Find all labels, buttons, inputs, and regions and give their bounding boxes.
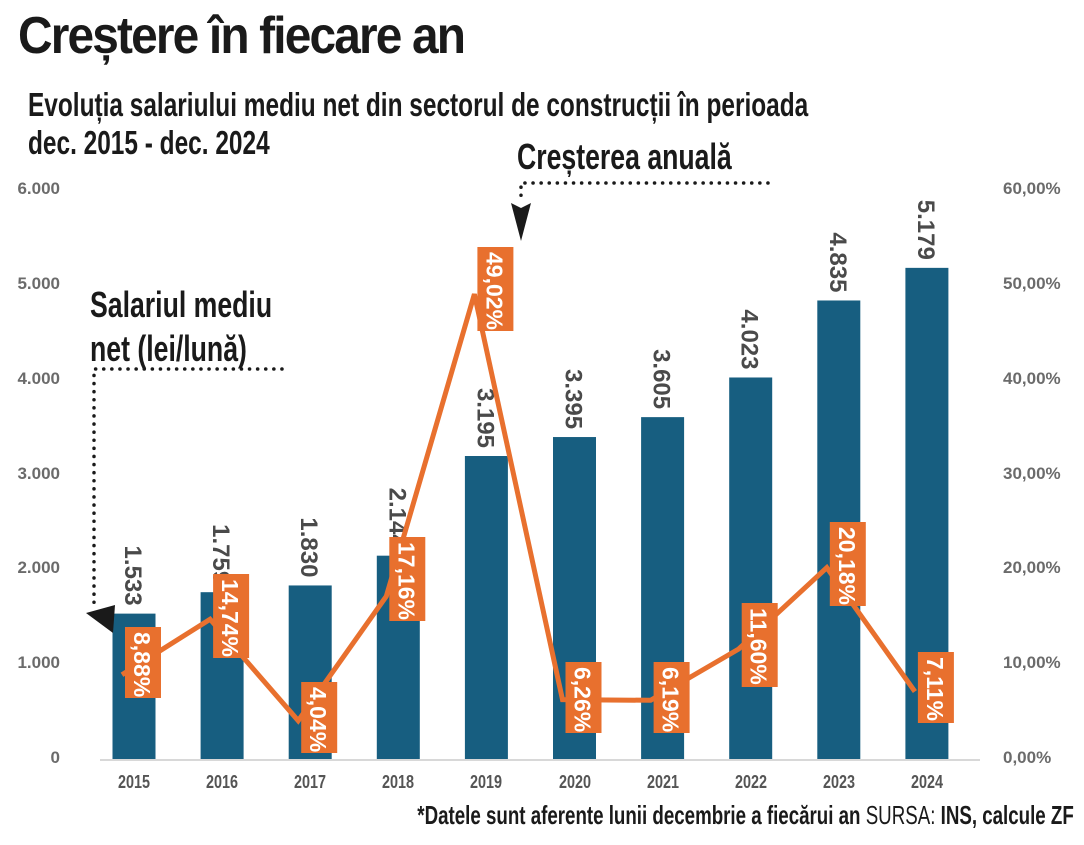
y-right-tick-label: 60,00% — [1003, 179, 1061, 198]
x-tick-label: 2020 — [558, 772, 591, 792]
growth-annotation: Creșterea anuală — [517, 136, 732, 177]
growth-value-label: 6,26% — [570, 667, 596, 732]
x-tick-label: 2015 — [117, 772, 151, 792]
subtitle-line-2: dec. 2015 - dec. 2024 — [28, 124, 270, 161]
chart-subtitle: Evoluția salariului mediu net din sector… — [28, 86, 808, 162]
growth-value-label: 14,74% — [217, 579, 243, 657]
bar-value-label: 1.533 — [119, 546, 146, 606]
y-left-tick-label: 2.000 — [17, 558, 60, 578]
y-left-tick-label: 6.000 — [17, 179, 60, 198]
salary-annotation: Salariul mediu net (lei/lună) — [90, 283, 272, 371]
growth-label-box — [389, 537, 426, 621]
x-tick-label: 2018 — [382, 772, 415, 792]
growth-label-box — [213, 574, 250, 658]
source-prefix: SURSA: — [865, 800, 936, 830]
growth-value-label: 6,19% — [658, 667, 684, 732]
x-tick-label: 2017 — [294, 772, 327, 792]
bar-value-label: 5.179 — [912, 200, 939, 260]
bar-2022 — [729, 377, 773, 759]
bar-value-label: 4.835 — [824, 232, 851, 292]
growth-label-box — [125, 627, 161, 698]
bar-value-label: 3.605 — [648, 349, 675, 409]
growth-label-box — [829, 522, 866, 606]
x-tick-label: 2024 — [910, 772, 943, 792]
bar-value-label: 3.195 — [471, 388, 498, 448]
y-left-tick-label: 1.000 — [17, 653, 60, 673]
growth-value-label: 17,16% — [393, 542, 419, 620]
salary-annotation-line-2: net (lei/lună) — [90, 328, 247, 369]
y-left-tick-label: 0 — [50, 748, 60, 767]
y-left-tick-label: 3.000 — [17, 463, 60, 483]
growth-label-box — [301, 682, 338, 753]
growth-value-label: 49,02% — [481, 252, 507, 330]
growth-value-label: 8,88% — [129, 632, 155, 697]
growth-value-label: 11,60% — [746, 608, 772, 685]
growth-label-box — [653, 662, 690, 733]
salary-leader-line — [92, 367, 284, 612]
footnote: *Datele sunt aferente lunii decembrie a … — [418, 800, 1074, 831]
growth-line — [120, 293, 917, 725]
y-right-tick-label: 40,00% — [1003, 368, 1061, 388]
x-tick-label: 2019 — [470, 772, 503, 792]
y-right-tick-label: 20,00% — [1003, 558, 1061, 578]
growth-label-box — [741, 603, 778, 687]
growth-value-label: 7,11% — [922, 657, 948, 721]
growth-value-label: 4,04% — [305, 687, 331, 752]
bar-2019 — [464, 456, 508, 759]
y-right-tick-label: 0,00% — [1003, 748, 1052, 767]
x-tick-label: 2021 — [646, 772, 679, 792]
chart-title: Creștere în fiecare an — [18, 7, 466, 65]
footnote-note: *Datele sunt aferente lunii decembrie a … — [417, 800, 861, 830]
x-tick-label: 2016 — [206, 772, 239, 792]
source-text: INS, calcule ZF — [940, 800, 1074, 830]
growth-label-box — [477, 247, 514, 331]
salary-annotation-line-1: Salariul mediu — [90, 284, 273, 325]
bar-value-label: 1.830 — [295, 517, 322, 577]
x-tick-label: 2022 — [734, 772, 767, 792]
y-right-tick-label: 10,00% — [1003, 653, 1061, 673]
growth-leader-line — [519, 181, 770, 202]
y-left-tick-label: 5.000 — [17, 273, 60, 293]
salary-arrow-icon — [86, 605, 115, 633]
growth-label-box — [565, 662, 602, 733]
growth-arrow-icon — [511, 203, 531, 241]
bar-value-label: 3.395 — [560, 369, 587, 429]
bar-value-label: 4.023 — [736, 309, 763, 369]
growth-value-label: 20,18% — [834, 527, 860, 605]
y-left-tick-label: 4.000 — [17, 368, 60, 388]
x-tick-label: 2023 — [822, 772, 855, 792]
subtitle-line-1: Evoluția salariului mediu net din sector… — [28, 86, 809, 123]
y-right-tick-label: 30,00% — [1003, 463, 1061, 483]
y-right-tick-label: 50,00% — [1003, 273, 1061, 293]
growth-label-box — [917, 652, 954, 723]
